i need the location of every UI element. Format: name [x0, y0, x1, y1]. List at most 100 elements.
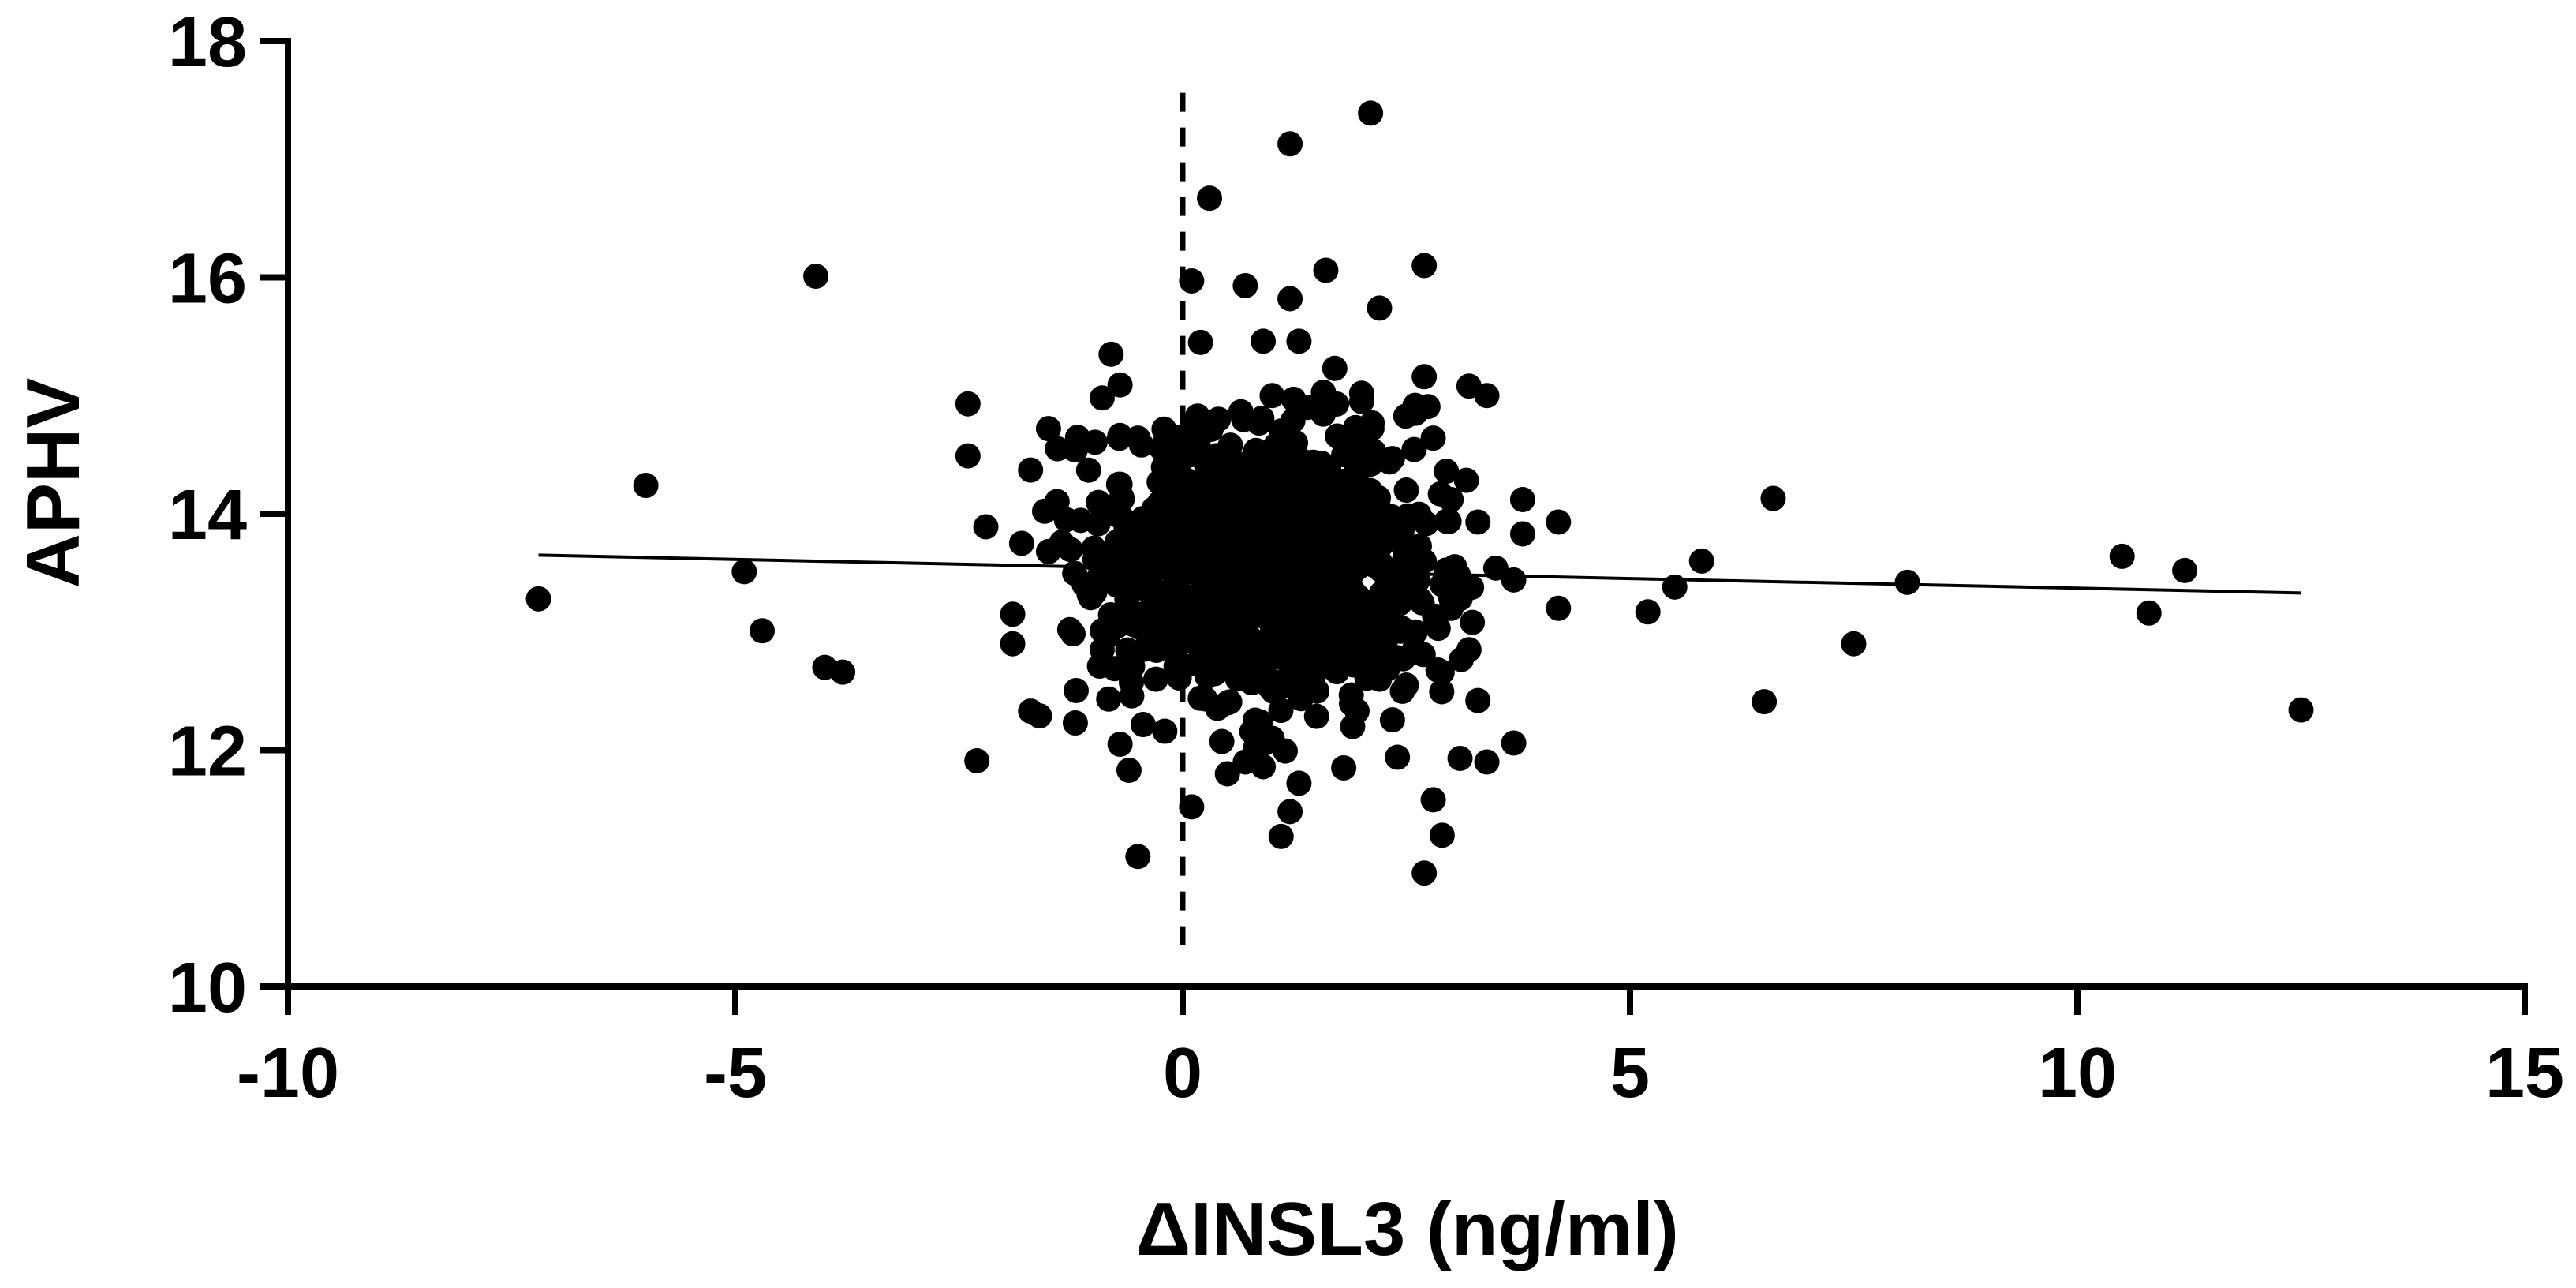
data-point-63 — [1286, 328, 1312, 354]
cluster-point-773 — [1383, 645, 1409, 671]
data-point-117 — [1635, 599, 1661, 625]
cluster-point-345 — [1217, 689, 1243, 715]
cluster-point-421 — [1049, 530, 1075, 556]
cluster-point-874 — [1231, 458, 1257, 484]
cluster-point-394 — [1263, 432, 1289, 458]
data-point-119 — [1688, 548, 1714, 574]
cluster-point-793 — [1115, 637, 1141, 663]
cluster-point-619 — [1130, 712, 1156, 738]
data-point-121 — [1760, 485, 1786, 511]
data-point-7 — [955, 391, 981, 417]
x-axis-title: ΔINSL3 (ng/ml) — [1136, 1187, 1679, 1271]
cluster-point-653 — [1086, 545, 1112, 571]
data-point-52 — [1259, 383, 1285, 409]
cluster-point-267 — [1067, 507, 1094, 534]
data-point-35 — [1152, 718, 1178, 744]
data-point-8 — [955, 443, 981, 469]
cluster-point-826 — [1324, 659, 1350, 685]
plot-area — [525, 82, 2314, 945]
cluster-point-89 — [1273, 738, 1299, 764]
data-point-31 — [1116, 757, 1142, 783]
data-point-127 — [2288, 697, 2314, 723]
cluster-point-896 — [1216, 597, 1242, 623]
data-point-23 — [1062, 710, 1088, 736]
data-point-71 — [1313, 257, 1339, 283]
cluster-point-830 — [1056, 616, 1082, 642]
cluster-point-664 — [1401, 436, 1427, 462]
axes: 10 12 14 16 18 -10 -5 0 5 10 15 — [168, 3, 2564, 1113]
data-point-4 — [803, 264, 829, 290]
data-point-109 — [1474, 383, 1500, 409]
data-point-12 — [1000, 631, 1026, 657]
cluster-point-891 — [1280, 407, 1306, 433]
data-point-33 — [1142, 666, 1168, 692]
cluster-point-748 — [1415, 394, 1441, 420]
cluster-point-812 — [1359, 445, 1385, 471]
data-point-49 — [1214, 761, 1240, 787]
cluster-point-851 — [1217, 628, 1243, 654]
data-point-120 — [1752, 689, 1778, 715]
cluster-point-820 — [1370, 557, 1396, 583]
data-point-115 — [1546, 595, 1572, 621]
cluster-point-846 — [1168, 597, 1194, 623]
cluster-point-81 — [1379, 446, 1405, 472]
cluster-point-156 — [1209, 728, 1235, 754]
data-point-125 — [2136, 600, 2162, 626]
data-point-103 — [1447, 745, 1473, 771]
cluster-point-788 — [1168, 511, 1194, 537]
cluster-point-674 — [1119, 683, 1145, 709]
cluster-point-870 — [1341, 646, 1367, 672]
cluster-point-803 — [1116, 601, 1142, 627]
data-point-30 — [1107, 732, 1133, 758]
data-point-24 — [1098, 341, 1124, 367]
data-point-116 — [1546, 509, 1572, 535]
data-point-70 — [1277, 799, 1303, 825]
cluster-point-817 — [1097, 601, 1123, 627]
data-point-72 — [1322, 355, 1348, 381]
cluster-point-767 — [1438, 585, 1464, 611]
cluster-point-873 — [1336, 533, 1362, 559]
cluster-point-123 — [1249, 406, 1275, 432]
data-point-62 — [1277, 286, 1303, 312]
cluster-point-787 — [1268, 698, 1294, 724]
data-point-6 — [830, 659, 856, 685]
data-point-39 — [1179, 268, 1205, 294]
cluster-point-827 — [1375, 508, 1401, 534]
regression-line — [538, 553, 2301, 595]
cluster-point-686 — [1095, 623, 1121, 650]
cluster-point-783 — [1142, 623, 1168, 649]
cluster-point-881 — [1201, 507, 1227, 533]
data-point-51 — [1251, 328, 1277, 354]
cluster-point-641 — [1281, 386, 1307, 412]
cluster-point-777 — [1150, 455, 1176, 481]
data-point-41 — [1197, 185, 1223, 212]
data-point-89 — [1411, 253, 1438, 279]
cluster-point-739 — [1459, 575, 1485, 601]
data-point-25 — [1107, 372, 1133, 398]
cluster-point-771 — [1311, 485, 1337, 511]
data-point-80 — [1358, 100, 1384, 126]
cluster-point-892 — [1122, 543, 1148, 569]
cluster-point-234 — [1434, 508, 1460, 534]
cluster-point-861 — [1257, 674, 1283, 700]
y-axis-title: APHV — [11, 378, 95, 589]
data-point-1 — [633, 473, 659, 499]
cluster-point-397 — [1078, 585, 1104, 611]
cluster-point-229 — [1086, 489, 1112, 515]
cluster-point-660 — [1128, 432, 1154, 458]
cluster-point-890 — [1289, 492, 1315, 519]
data-point-26 — [1089, 385, 1115, 411]
data-point-126 — [2172, 557, 2198, 583]
cluster-point-673 — [1449, 646, 1475, 672]
data-point-111 — [1501, 730, 1527, 756]
data-point-124 — [2109, 543, 2135, 569]
data-point-11 — [1008, 530, 1034, 556]
cluster-point-662 — [1389, 678, 1415, 704]
x-tick-label-0: -10 — [237, 1034, 339, 1113]
data-point-59 — [1251, 754, 1277, 780]
cluster-point-588 — [1339, 691, 1365, 717]
x-tick-label-2: 0 — [1163, 1034, 1202, 1113]
cluster-point-871 — [1242, 514, 1268, 540]
x-tick-label-3: 5 — [1610, 1034, 1650, 1113]
data-point-60 — [1268, 823, 1294, 849]
